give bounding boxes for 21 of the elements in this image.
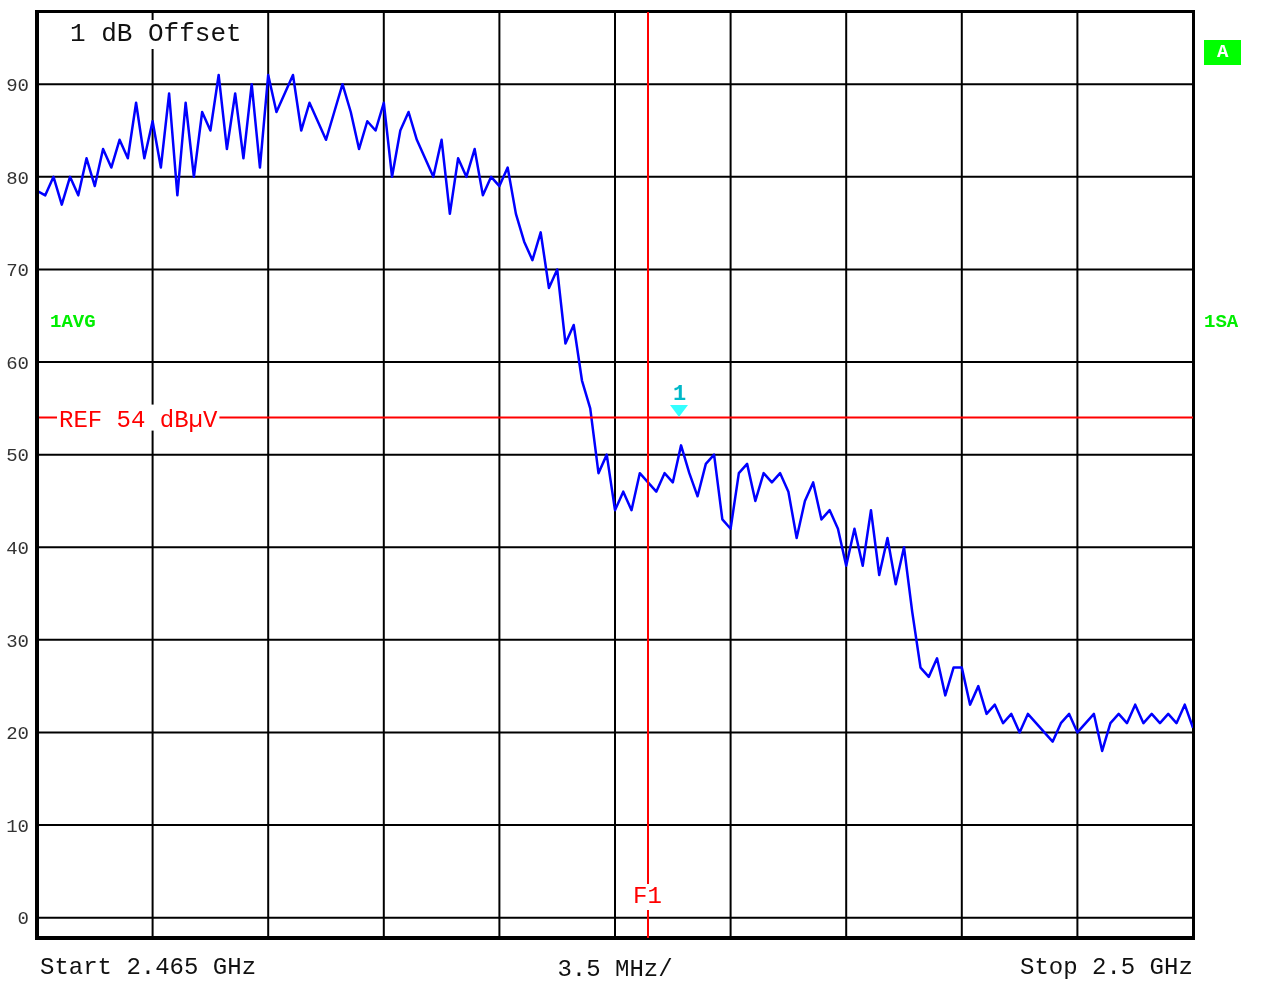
y-tick-label: 90 bbox=[6, 74, 29, 97]
text: Start 2.465 GHz bbox=[40, 954, 257, 982]
text: 1SA bbox=[1204, 311, 1239, 333]
text: A bbox=[1204, 40, 1242, 65]
y-tick-label: 0 bbox=[17, 908, 29, 931]
y-tick-label: 20 bbox=[6, 723, 29, 746]
ref-line-label: REF 54 dBµV bbox=[59, 406, 219, 434]
y-tick-label: 30 bbox=[6, 630, 29, 653]
y-tick-label: 80 bbox=[6, 167, 29, 190]
annotation: F1 bbox=[631, 883, 664, 911]
y-tick-label: 40 bbox=[6, 537, 29, 560]
y-tick-label: 70 bbox=[6, 260, 29, 283]
text: Stop 2.5 GHz bbox=[1020, 954, 1193, 982]
x-axis-title: 3.5 MHz/ bbox=[557, 956, 673, 983]
annotation: 1 bbox=[673, 382, 687, 408]
annotation: 1AVG bbox=[50, 311, 96, 333]
y-tick-label: 60 bbox=[6, 352, 29, 375]
y-tick-label: 10 bbox=[6, 815, 29, 838]
annotation: 1 dB Offset bbox=[70, 19, 242, 49]
line-series bbox=[37, 73, 1193, 753]
y-tick-label: 50 bbox=[6, 445, 29, 468]
